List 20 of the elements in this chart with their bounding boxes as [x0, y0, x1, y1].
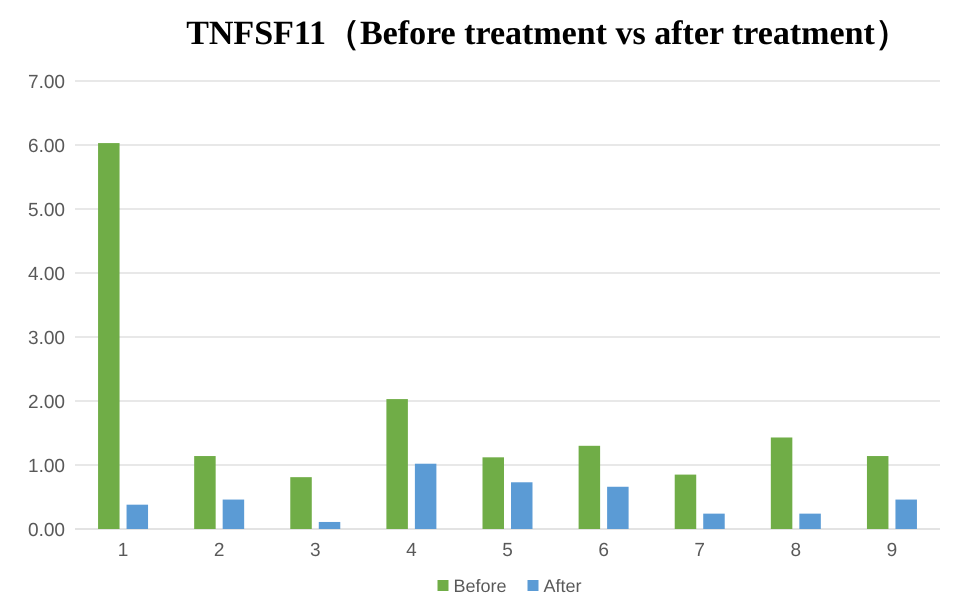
y-tick-label: 0.00: [28, 520, 65, 541]
x-tick-label: 2: [214, 540, 224, 561]
x-tick-label: 5: [502, 540, 513, 561]
y-tick-label: 1.00: [28, 456, 65, 477]
y-tick-label: 5.00: [28, 200, 65, 221]
chart-title: TNFSF11（Before treatment vs after treatment）: [186, 15, 909, 52]
y-tick-label: 6.00: [28, 136, 65, 157]
y-tick-label: 7.00: [28, 72, 65, 93]
y-tick-label: 3.00: [28, 328, 65, 349]
x-tick-label: 7: [694, 540, 706, 561]
legend-label: After: [544, 576, 582, 596]
x-tick-label: 4: [406, 540, 418, 561]
x-tick-label: 1: [118, 540, 128, 561]
x-tick-label: 3: [310, 540, 321, 561]
legend-label: Before: [454, 576, 507, 596]
x-tick-label: 8: [790, 540, 802, 561]
x-tick-label: 6: [598, 540, 609, 561]
x-tick-label: 9: [886, 540, 898, 561]
y-tick-label: 2.00: [28, 392, 65, 413]
y-tick-label: 4.00: [28, 264, 65, 285]
